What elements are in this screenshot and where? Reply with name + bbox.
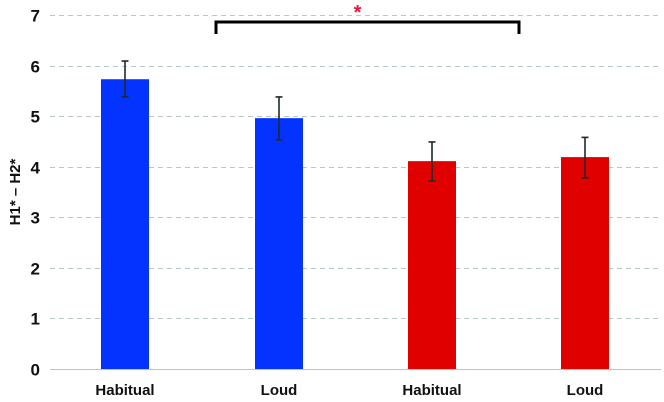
y-tick-label: 7 (31, 7, 40, 26)
y-tick-label: 2 (31, 260, 40, 279)
y-tick-label: 5 (31, 108, 40, 127)
y-tick-label: 4 (31, 159, 41, 178)
x-category-label: Loud (261, 382, 298, 399)
bar (561, 157, 609, 369)
x-category-label: Loud (567, 382, 604, 399)
significance-bracket (214, 20, 521, 34)
y-tick-labels: 0 1 2 3 4 5 6 7 (31, 7, 41, 380)
bar (101, 79, 149, 370)
error-bar (275, 96, 283, 141)
significance-asterisk: * (354, 2, 362, 24)
error-bar (428, 141, 436, 182)
x-category-label: Habitual (95, 382, 154, 399)
bar (255, 118, 303, 369)
bars (101, 79, 609, 370)
y-gridlines (50, 15, 661, 319)
error-bars (121, 60, 589, 182)
error-bar (581, 136, 589, 179)
error-bar (121, 60, 129, 98)
y-tick-label: 6 (31, 58, 40, 77)
x-category-label: Habitual (402, 382, 461, 399)
y-tick-label: 0 (31, 361, 40, 380)
bar (408, 161, 456, 369)
y-tick-label: 3 (31, 209, 40, 228)
y-tick-label: 1 (31, 310, 40, 329)
y-axis-title: H1* – H2* (7, 158, 24, 225)
x-category-labels: Habitual Loud Habitual Loud (95, 382, 603, 399)
